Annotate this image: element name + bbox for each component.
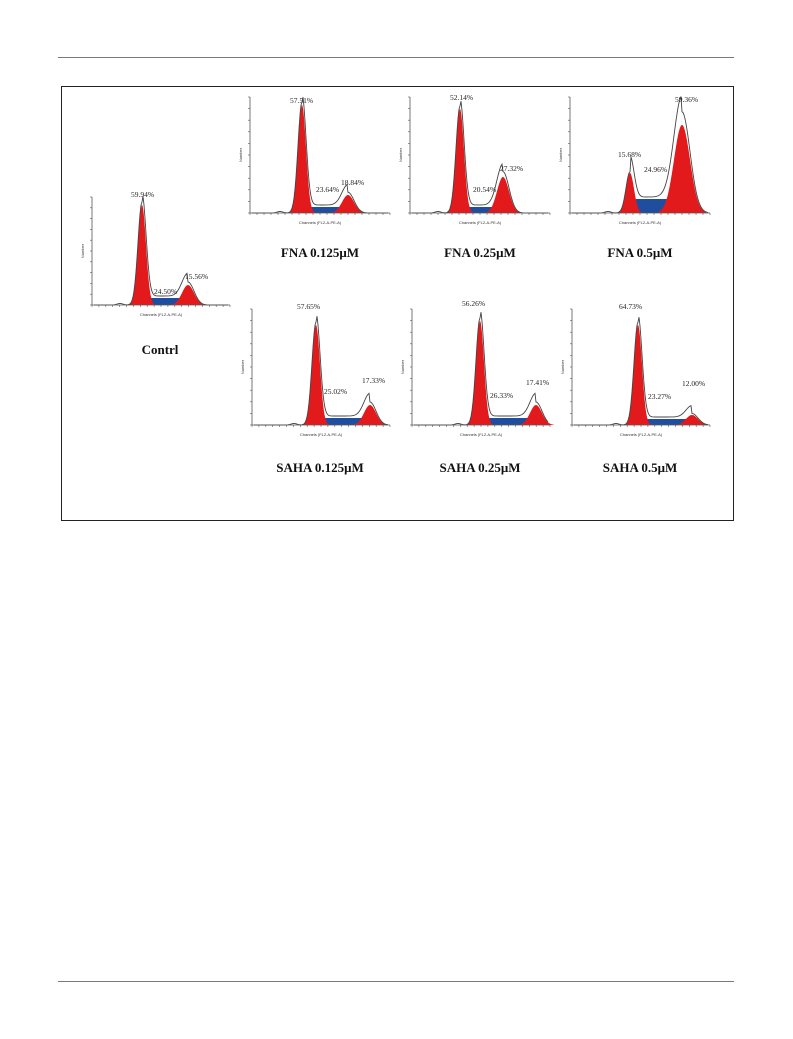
g2-percent-label: 59.36%: [675, 95, 698, 104]
g1-peak: [444, 109, 476, 213]
y-axis-label: Number: [238, 147, 243, 162]
g1-peak: [286, 105, 318, 213]
s-percent-label: 20.54%: [473, 185, 496, 194]
x-axis-label: Channels (FL2-A-PE-A): [459, 220, 502, 225]
g1-percent-label: 59.94%: [131, 190, 154, 199]
g2-percent-label: 27.32%: [500, 164, 523, 173]
panel-caption: FNA 0.25μM: [444, 245, 516, 260]
s-percent-label: 24.96%: [644, 165, 667, 174]
g1-percent-label: 52.14%: [450, 93, 473, 102]
g1-percent-label: 57.65%: [297, 302, 320, 311]
g2-percent-label: 15.56%: [185, 272, 208, 281]
g2-peak: [674, 415, 710, 425]
histogram-outline: [412, 101, 548, 214]
g1-peak: [126, 205, 158, 305]
panel-contrl: Channels (FL2-A-PE-A) Number 59.94% 24.50% 1…: [80, 185, 240, 360]
g2-peak: [330, 195, 366, 213]
g2-percent-label: 12.00%: [682, 379, 705, 388]
g1-peak: [300, 325, 332, 425]
g2-percent-label: 18.84%: [341, 178, 364, 187]
panel-caption: Contrl: [141, 342, 179, 357]
x-axis-label: Channels (FL2-A-PE-A): [299, 220, 342, 225]
y-axis-label: Number: [400, 359, 405, 374]
panel-saha-025: Channels (FL2-A-PE-A) Number 56.26% 26.33% 1…: [400, 297, 560, 477]
g1-percent-label: 57.51%: [290, 96, 313, 105]
g1-percent-label: 15.68%: [618, 150, 641, 159]
y-axis-label: Number: [398, 147, 403, 162]
g1-percent-label: 56.26%: [462, 299, 485, 308]
panel-caption: FNA 0.125μM: [280, 245, 360, 260]
figure-frame: Channels (FL2-A-PE-A) Number 59.94% 24.50% 1…: [61, 86, 734, 521]
s-percent-label: 24.50%: [154, 287, 177, 296]
x-axis-label: Channels (FL2-A-PE-A): [300, 432, 343, 437]
y-axis-label: Number: [240, 359, 245, 374]
x-axis-label: Channels (FL2-A-PE-A): [619, 220, 662, 225]
g1-peak: [622, 325, 654, 425]
panel-saha-05: Channels (FL2-A-PE-A) Number 64.73% 23.27% 1…: [560, 297, 720, 477]
g1-peak: [464, 321, 496, 425]
panel-saha-0125: Channels (FL2-A-PE-A) Number 57.65% 25.02% 1…: [240, 297, 400, 477]
g1-percent-label: 64.73%: [619, 302, 642, 311]
g1-peak: [614, 173, 646, 213]
x-axis-label: Channels (FL2-A-PE-A): [460, 432, 503, 437]
header-rule: [58, 57, 734, 58]
x-axis-label: Channels (FL2-A-PE-A): [620, 432, 663, 437]
panel-caption: SAHA 0.25μM: [439, 460, 521, 475]
s-percent-label: 26.33%: [490, 391, 513, 400]
panel-fna-05: Channels (FL2-A-PE-A) Number 15.68% 24.96% 5…: [558, 93, 720, 263]
panel-fna-0125: Channels (FL2-A-PE-A) Number 57.51% 23.64% 1…: [238, 93, 400, 263]
s-percent-label: 23.64%: [316, 185, 339, 194]
g2-percent-label: 17.33%: [362, 376, 385, 385]
s-percent-label: 23.27%: [648, 392, 671, 401]
x-axis-label: Channels (FL2-A-PE-A): [140, 312, 183, 317]
panel-caption: SAHA 0.125μM: [276, 460, 364, 475]
g2-peak: [658, 125, 706, 213]
s-percent-label: 25.02%: [324, 387, 347, 396]
y-axis-label: Number: [558, 147, 563, 162]
y-axis-label: Number: [560, 359, 565, 374]
panel-fna-025: Channels (FL2-A-PE-A) Number 52.14% 20.54% 2…: [398, 93, 560, 263]
g2-peak: [170, 285, 206, 305]
g2-peak: [352, 405, 388, 425]
g2-percent-label: 17.41%: [526, 378, 549, 387]
y-axis-label: Number: [80, 243, 85, 258]
g2-peak: [518, 405, 554, 425]
g2-peak: [485, 177, 521, 213]
histogram-outline: [252, 97, 388, 214]
footer-rule: [58, 981, 734, 982]
panel-caption: SAHA 0.5μM: [602, 460, 678, 475]
panel-caption: FNA 0.5μM: [607, 245, 673, 260]
